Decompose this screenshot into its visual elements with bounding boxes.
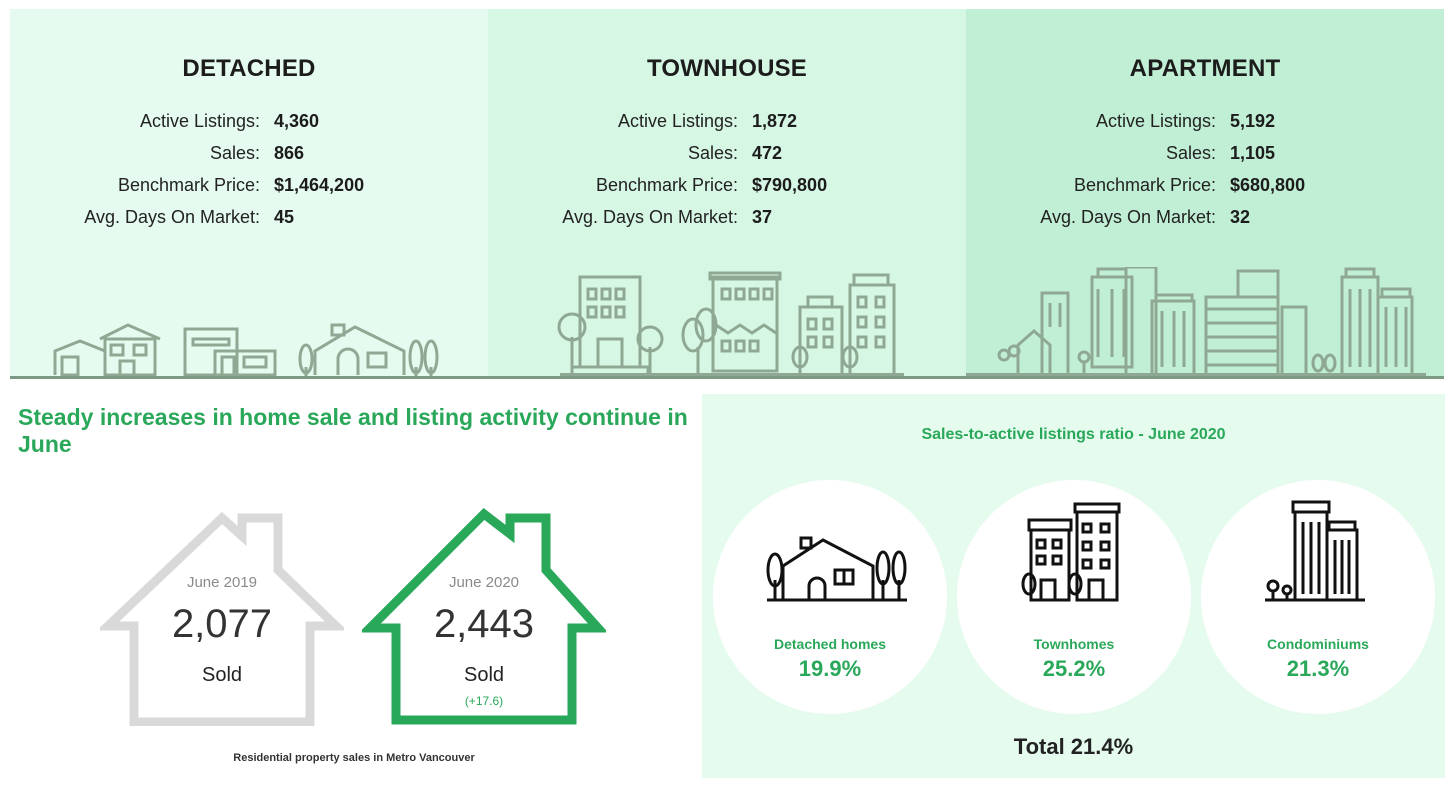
stat-row: Benchmark Price: $680,800 bbox=[966, 175, 1444, 203]
ratio-title: Sales-to-active listings ratio - June 20… bbox=[921, 426, 1226, 443]
stat-label: Sales: bbox=[687, 143, 738, 163]
stat-value: 37 bbox=[752, 207, 773, 227]
panel-title: DETACHED bbox=[182, 55, 316, 82]
sales-ratio-panel: Sales-to-active listings ratio - June 20… bbox=[702, 394, 1445, 778]
ground-line bbox=[10, 376, 1444, 379]
house-year: June 2020 bbox=[448, 574, 520, 591]
townhouse-skyline-illustration bbox=[557, 271, 904, 377]
stat-row: Sales: 1,105 bbox=[966, 143, 1444, 171]
panel-title: TOWNHOUSE bbox=[646, 55, 808, 82]
stat-row: Active Listings: 4,360 bbox=[10, 111, 488, 139]
stat-value: 1,872 bbox=[752, 111, 798, 131]
panel-title: APARTMENT bbox=[1129, 55, 1281, 82]
chart-caption: Residential property sales in Metro Vanc… bbox=[233, 752, 475, 764]
ratio-label: Townhomes bbox=[1033, 636, 1115, 652]
panel-detached: DETACHED Active Listings: 4,360 Sales: 866… bbox=[10, 9, 488, 377]
ratio-value: 21.3% bbox=[1286, 656, 1350, 681]
stat-row: Avg. Days On Market: 32 bbox=[966, 207, 1444, 235]
townhome-icon bbox=[1021, 502, 1121, 602]
house-outline-2020 bbox=[362, 508, 606, 725]
condominium-icon bbox=[1265, 500, 1365, 602]
stat-value: $680,800 bbox=[1230, 175, 1306, 195]
detached-house-icon bbox=[766, 536, 907, 602]
detached-skyline-illustration bbox=[53, 323, 439, 377]
house-sold-count: 2,443 bbox=[433, 602, 535, 646]
stat-row: Sales: 472 bbox=[488, 143, 966, 171]
stat-value: 472 bbox=[752, 143, 783, 163]
stat-value: 32 bbox=[1230, 207, 1251, 227]
ratio-circle-condominiums: Condominiums 21.3% bbox=[1201, 480, 1435, 714]
stat-label: Active Listings: bbox=[617, 111, 738, 131]
stat-row: Benchmark Price: $1,464,200 bbox=[10, 175, 488, 203]
panel-apartment: APARTMENT Active Listings: 5,192 Sales: 1,… bbox=[966, 9, 1444, 377]
stat-label: Avg. Days On Market: bbox=[84, 207, 260, 227]
stat-label: Benchmark Price: bbox=[595, 175, 738, 195]
ratio-circle-townhomes: Townhomes 25.2% bbox=[957, 480, 1191, 714]
stat-row: Avg. Days On Market: 45 bbox=[10, 207, 488, 235]
apartment-skyline-illustration bbox=[966, 267, 1426, 377]
stat-value: 5,192 bbox=[1230, 111, 1276, 131]
stat-value: 4,360 bbox=[274, 111, 320, 131]
panel-townhouse: TOWNHOUSE Active Listings: 1,872 Sales: 47… bbox=[488, 9, 966, 377]
stat-value: $1,464,200 bbox=[274, 175, 365, 195]
stat-value: 866 bbox=[274, 143, 305, 163]
stat-label: Sales: bbox=[1165, 143, 1216, 163]
stat-value: 45 bbox=[274, 207, 295, 227]
headline: Steady increases in home sale and listin… bbox=[18, 404, 688, 457]
ratio-label: Condominiums bbox=[1267, 636, 1369, 652]
stat-row: Active Listings: 1,872 bbox=[488, 111, 966, 139]
stat-label: Active Listings: bbox=[139, 111, 260, 131]
ratio-total: Total 21.4% bbox=[1013, 734, 1134, 759]
stat-row: Benchmark Price: $790,800 bbox=[488, 175, 966, 203]
stat-label: Sales: bbox=[209, 143, 260, 163]
stat-row: Sales: 866 bbox=[10, 143, 488, 171]
ratio-circle-detached: Detached homes 19.9% bbox=[713, 480, 947, 714]
house-outline-2019 bbox=[100, 511, 344, 726]
stat-row: Active Listings: 5,192 bbox=[966, 111, 1444, 139]
house-sold-count: 2,077 bbox=[171, 602, 273, 646]
house-sold-label: Sold bbox=[463, 664, 505, 686]
house-year: June 2019 bbox=[186, 574, 258, 591]
stat-row: Avg. Days On Market: 37 bbox=[488, 207, 966, 235]
house-2019: June 2019 2,077 Sold bbox=[100, 508, 344, 726]
stat-label: Avg. Days On Market: bbox=[1040, 207, 1216, 227]
stat-label: Avg. Days On Market: bbox=[562, 207, 738, 227]
ratio-value: 25.2% bbox=[1042, 656, 1106, 681]
ratio-label: Detached homes bbox=[773, 636, 887, 652]
house-change: (+17.6) bbox=[464, 694, 504, 708]
house-2020: June 2020 2,443 Sold (+17.6) bbox=[362, 508, 606, 726]
stat-value: $790,800 bbox=[752, 175, 828, 195]
house-sold-label: Sold bbox=[201, 664, 243, 686]
ratio-value: 19.9% bbox=[798, 656, 862, 681]
stat-value: 1,105 bbox=[1230, 143, 1276, 163]
stat-label: Active Listings: bbox=[1095, 111, 1216, 131]
property-type-panels: DETACHED Active Listings: 4,360 Sales: 866… bbox=[10, 9, 1444, 377]
stat-label: Benchmark Price: bbox=[1073, 175, 1216, 195]
stat-label: Benchmark Price: bbox=[117, 175, 260, 195]
